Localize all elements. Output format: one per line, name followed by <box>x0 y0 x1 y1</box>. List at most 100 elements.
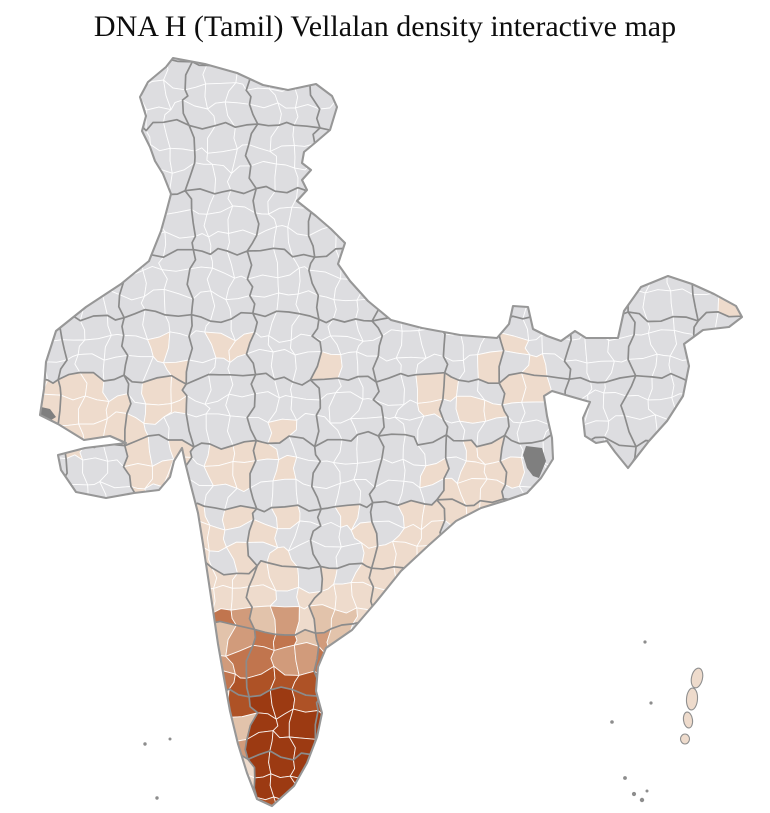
district-cell[interactable] <box>99 608 128 637</box>
district-cell[interactable] <box>519 560 551 588</box>
district-cell[interactable] <box>647 497 673 523</box>
district-cell[interactable] <box>348 688 383 718</box>
district-cell[interactable] <box>668 613 695 628</box>
district-cell[interactable] <box>693 456 720 481</box>
district-cell[interactable] <box>710 168 738 193</box>
district-cell[interactable] <box>141 37 170 63</box>
district-cell[interactable] <box>419 145 446 174</box>
district-cell[interactable] <box>629 183 658 215</box>
district-cell[interactable] <box>560 751 595 780</box>
district-cell[interactable] <box>375 100 405 130</box>
district-cell[interactable] <box>584 308 610 342</box>
district-cell[interactable] <box>499 560 526 587</box>
district-cell[interactable] <box>456 290 484 314</box>
district-cell[interactable] <box>520 506 553 529</box>
district-cell[interactable] <box>666 58 695 83</box>
district-cell[interactable] <box>605 626 632 657</box>
district-cell[interactable] <box>104 650 130 677</box>
district-cell[interactable] <box>455 632 482 657</box>
district-cell[interactable] <box>563 500 590 522</box>
district-cell[interactable] <box>670 584 695 620</box>
district-cell[interactable] <box>693 204 719 233</box>
district-cell[interactable] <box>649 119 678 149</box>
district-cell[interactable] <box>563 61 593 91</box>
district-cell[interactable] <box>694 167 716 191</box>
district-cell[interactable] <box>715 204 734 234</box>
district-cell[interactable] <box>687 544 719 573</box>
district-cell[interactable] <box>612 502 635 528</box>
district-cell[interactable] <box>500 710 529 740</box>
district-cell[interactable] <box>53 275 88 297</box>
district-cell[interactable] <box>22 224 49 259</box>
district-cell[interactable] <box>585 773 617 800</box>
district-cell[interactable] <box>545 36 574 67</box>
district-cell[interactable] <box>476 274 504 297</box>
district-cell[interactable] <box>582 716 609 740</box>
district-cell[interactable] <box>26 770 49 804</box>
district-cell[interactable] <box>581 59 616 90</box>
district-cell[interactable] <box>59 498 89 530</box>
district-cell[interactable] <box>689 608 715 628</box>
district-cell[interactable] <box>581 626 612 656</box>
district-cell[interactable] <box>516 214 552 237</box>
district-cell[interactable] <box>61 731 83 755</box>
district-cell[interactable] <box>395 688 426 718</box>
district-cell[interactable] <box>606 797 632 813</box>
district-cell[interactable] <box>631 103 658 127</box>
district-cell[interactable] <box>44 37 68 65</box>
district-cell[interactable] <box>482 674 511 694</box>
district-cell[interactable] <box>164 644 190 676</box>
district-cell[interactable] <box>159 773 195 805</box>
district-cell[interactable] <box>486 689 511 719</box>
district-cell[interactable] <box>477 58 503 84</box>
district-cell[interactable] <box>245 38 276 69</box>
district-cell[interactable] <box>359 750 382 784</box>
district-cell[interactable] <box>519 178 551 217</box>
district-cell[interactable] <box>602 673 637 695</box>
district-cell[interactable] <box>398 194 420 217</box>
district-cell[interactable] <box>457 584 489 607</box>
district-cell[interactable] <box>120 670 152 699</box>
district-cell[interactable] <box>570 121 594 149</box>
district-cell[interactable] <box>687 417 715 446</box>
district-cell[interactable] <box>644 560 678 595</box>
district-cell[interactable] <box>421 567 439 594</box>
district-cell[interactable] <box>43 182 65 213</box>
district-cell[interactable] <box>567 227 594 254</box>
district-cell[interactable] <box>61 708 86 740</box>
district-cell[interactable] <box>99 230 131 252</box>
district-cell[interactable] <box>550 234 573 254</box>
district-cell[interactable] <box>439 37 459 66</box>
district-cell[interactable] <box>730 140 762 170</box>
district-cell[interactable] <box>183 791 215 813</box>
district-cell[interactable] <box>652 101 676 127</box>
district-cell[interactable] <box>734 422 762 440</box>
district-cell[interactable] <box>485 542 507 573</box>
district-cell[interactable] <box>476 108 506 131</box>
district-cell[interactable] <box>119 609 151 637</box>
district-cell[interactable] <box>461 770 489 797</box>
district-cell[interactable] <box>434 752 468 776</box>
district-cell[interactable] <box>38 778 63 805</box>
andaman-island[interactable] <box>690 667 705 689</box>
district-cell[interactable] <box>728 770 756 802</box>
district-cell[interactable] <box>711 518 740 546</box>
district-cell[interactable] <box>60 166 84 189</box>
district-cell[interactable] <box>125 752 149 782</box>
district-cell[interactable] <box>337 733 364 759</box>
district-cell[interactable] <box>546 62 574 91</box>
district-cell[interactable] <box>100 713 133 738</box>
district-cell[interactable] <box>626 77 658 110</box>
district-cell[interactable] <box>166 707 194 742</box>
district-cell[interactable] <box>188 668 219 697</box>
district-cell[interactable] <box>479 137 505 173</box>
district-cell[interactable] <box>711 582 738 613</box>
district-cell[interactable] <box>567 588 591 613</box>
district-cell[interactable] <box>733 585 761 614</box>
district-cell[interactable] <box>666 38 697 67</box>
district-cell[interactable] <box>56 289 85 322</box>
district-cell[interactable] <box>98 41 133 65</box>
district-cell[interactable] <box>351 84 383 107</box>
district-cell[interactable] <box>479 644 511 678</box>
